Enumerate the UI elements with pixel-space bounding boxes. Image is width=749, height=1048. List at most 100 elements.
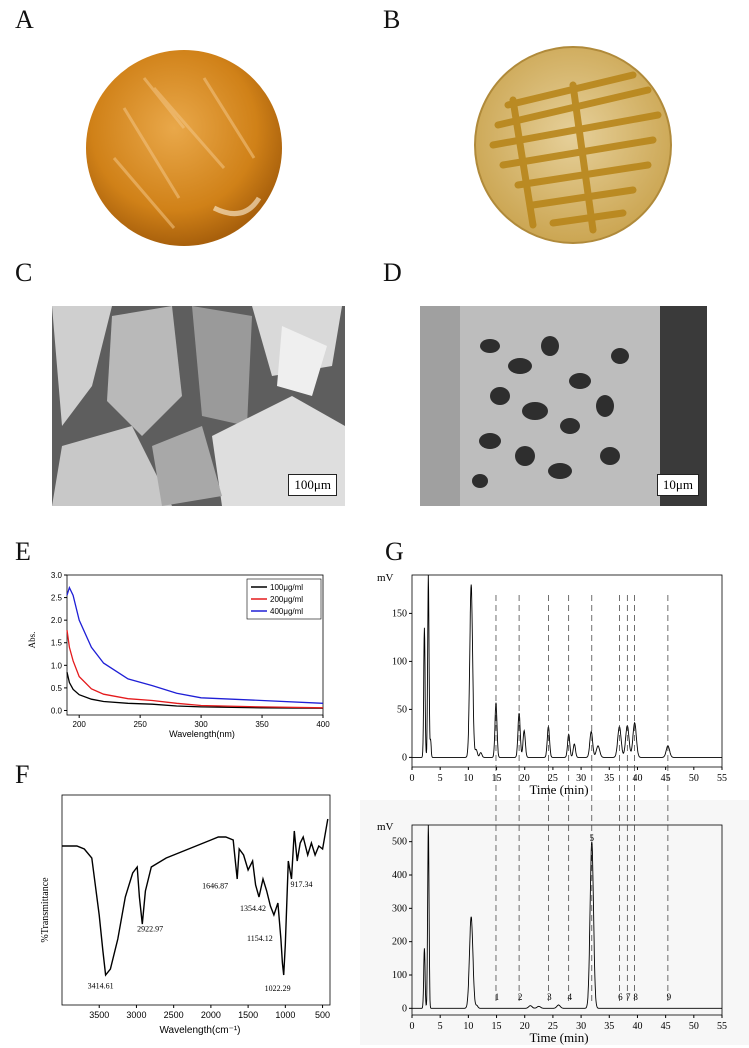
series-line-1 [66,671,324,709]
peak-number-label: 3 [547,992,552,1002]
scale-bar-c: 100μm [288,474,337,496]
series-line-2 [66,630,324,709]
x-tick-label: 1000 [275,1010,295,1020]
x-tick-label: 45 [661,773,671,784]
peak-annotation: 2922.97 [137,924,163,933]
y-tick-label: 0 [402,752,407,763]
petri-dish-photo-a [86,50,282,246]
y-axis-label-bottom: mV [377,821,394,833]
panel-label-d: D [383,258,402,287]
x-tick-label: 55 [717,1021,727,1032]
x-tick-label: 45 [661,1021,671,1032]
x-tick-label: 5 [438,1021,443,1032]
y-tick-label: 150 [392,608,407,619]
sem-image-c: 100μm [52,306,345,506]
x-tick-label: 3500 [89,1010,109,1020]
panel-label-e: E [15,537,31,566]
x-tick-label: 10 [463,1021,473,1032]
x-tick-label: 35 [604,773,614,784]
x-axis-label-top: Time (min) [529,782,588,797]
x-tick-label: 2000 [201,1010,221,1020]
panel-label-b: B [383,5,401,34]
x-tick-label: 15 [492,773,502,784]
x-tick-label: 2500 [164,1010,184,1020]
x-axis-label: Wavelength(cm⁻¹) [159,1025,240,1036]
x-tick-label: 3000 [126,1010,146,1020]
y-tick-label: 400 [392,870,407,881]
x-tick-label: 50 [689,1021,699,1032]
x-tick-label: 350 [255,720,269,729]
ftir-trace [62,818,329,977]
y-tick-label: 100 [392,970,407,981]
chromatogram-trace-top [412,574,722,758]
x-tick-label: 250 [133,720,147,729]
agar-orange [86,50,282,246]
panel-label-c: C [15,258,33,287]
peak-number-label: 4 [567,992,572,1002]
x-tick-label: 5 [438,773,443,784]
peak-annotation: 3414.61 [88,982,114,991]
legend-entry: 400μg/ml [270,607,303,616]
series-line-3 [66,585,324,704]
ftir-spectrum-chart: %Transmittance Wavelength(cm⁻¹) 3500 3000… [40,794,331,1036]
y-tick-label: 3.0 [51,571,63,580]
y-tick-label: 100 [392,656,407,667]
y-tick-label: 2.5 [51,594,63,603]
peak-annotation: 1022.29 [265,984,291,993]
x-tick-label: 55 [717,773,727,784]
scale-bar-d: 10μm [656,474,699,496]
y-tick-label: 0 [402,1003,407,1014]
chromatogram-trace-bottom [412,824,722,1009]
panel-label-a: A [15,5,34,34]
peak-number-label: 1 [495,992,500,1002]
plot-frame [66,574,324,716]
chart-legend: 100μg/ml 200μg/ml 400μg/ml [246,578,322,620]
y-tick-label: 2.0 [51,616,63,625]
x-tick-label: 300 [194,720,208,729]
x-axis-label-bottom: Time (min) [529,1030,588,1045]
uv-absorbance-chart: Abs. Wavelength(nm) 200 250 300 350 400 0.0 0.… [27,571,330,739]
y-tick-label: 300 [392,903,407,914]
petri-dish-photo-b [474,46,672,244]
x-tick-label: 500 [315,1010,330,1020]
x-tick-label: 20 [520,773,530,784]
x-tick-label: 10 [463,773,473,784]
peak-number-label: 9 [667,992,672,1002]
y-axis-label-top: mV [377,572,394,584]
x-tick-label: 0 [410,1021,415,1032]
y-tick-label: 1.5 [51,639,63,648]
x-tick-label: 15 [492,1021,502,1032]
sem-image-d: 10μm [420,306,707,506]
y-tick-label: 1.0 [51,661,63,670]
peak-number-label: 2 [518,992,523,1002]
y-tick-label: 200 [392,937,407,948]
peak-annotation: 917.34 [290,880,312,889]
x-tick-label: 1500 [238,1010,258,1020]
peak-annotation: 1154.12 [247,934,273,943]
peak-number-label: 6 [618,992,623,1002]
x-tick-label: 40 [632,1021,642,1032]
y-tick-label: 50 [397,704,407,715]
x-tick-label: 25 [548,1021,558,1032]
panel-label-f: F [15,760,30,789]
y-tick-label: 0.5 [51,684,63,693]
plot-frame [411,574,723,768]
x-tick-label: 30 [576,773,586,784]
peak-number-label: 7 [626,992,631,1002]
x-tick-label: 50 [689,773,699,784]
y-axis-label: Abs. [27,632,37,649]
legend-entry: 100μg/ml [270,583,303,592]
plot-frame [61,794,331,1006]
x-tick-label: 400 [316,720,330,729]
x-tick-label: 30 [576,1021,586,1032]
peak-annotation: 1646.87 [202,881,228,890]
peak-number-label: 8 [633,992,638,1002]
x-axis-label: Wavelength(nm) [169,729,235,739]
x-tick-label: 25 [548,773,558,784]
x-tick-label: 20 [520,1021,530,1032]
x-tick-label: 0 [410,773,415,784]
plot-frame [411,824,723,1016]
y-axis-label: %Transmittance [40,877,51,943]
panel-label-g: G [385,537,404,566]
